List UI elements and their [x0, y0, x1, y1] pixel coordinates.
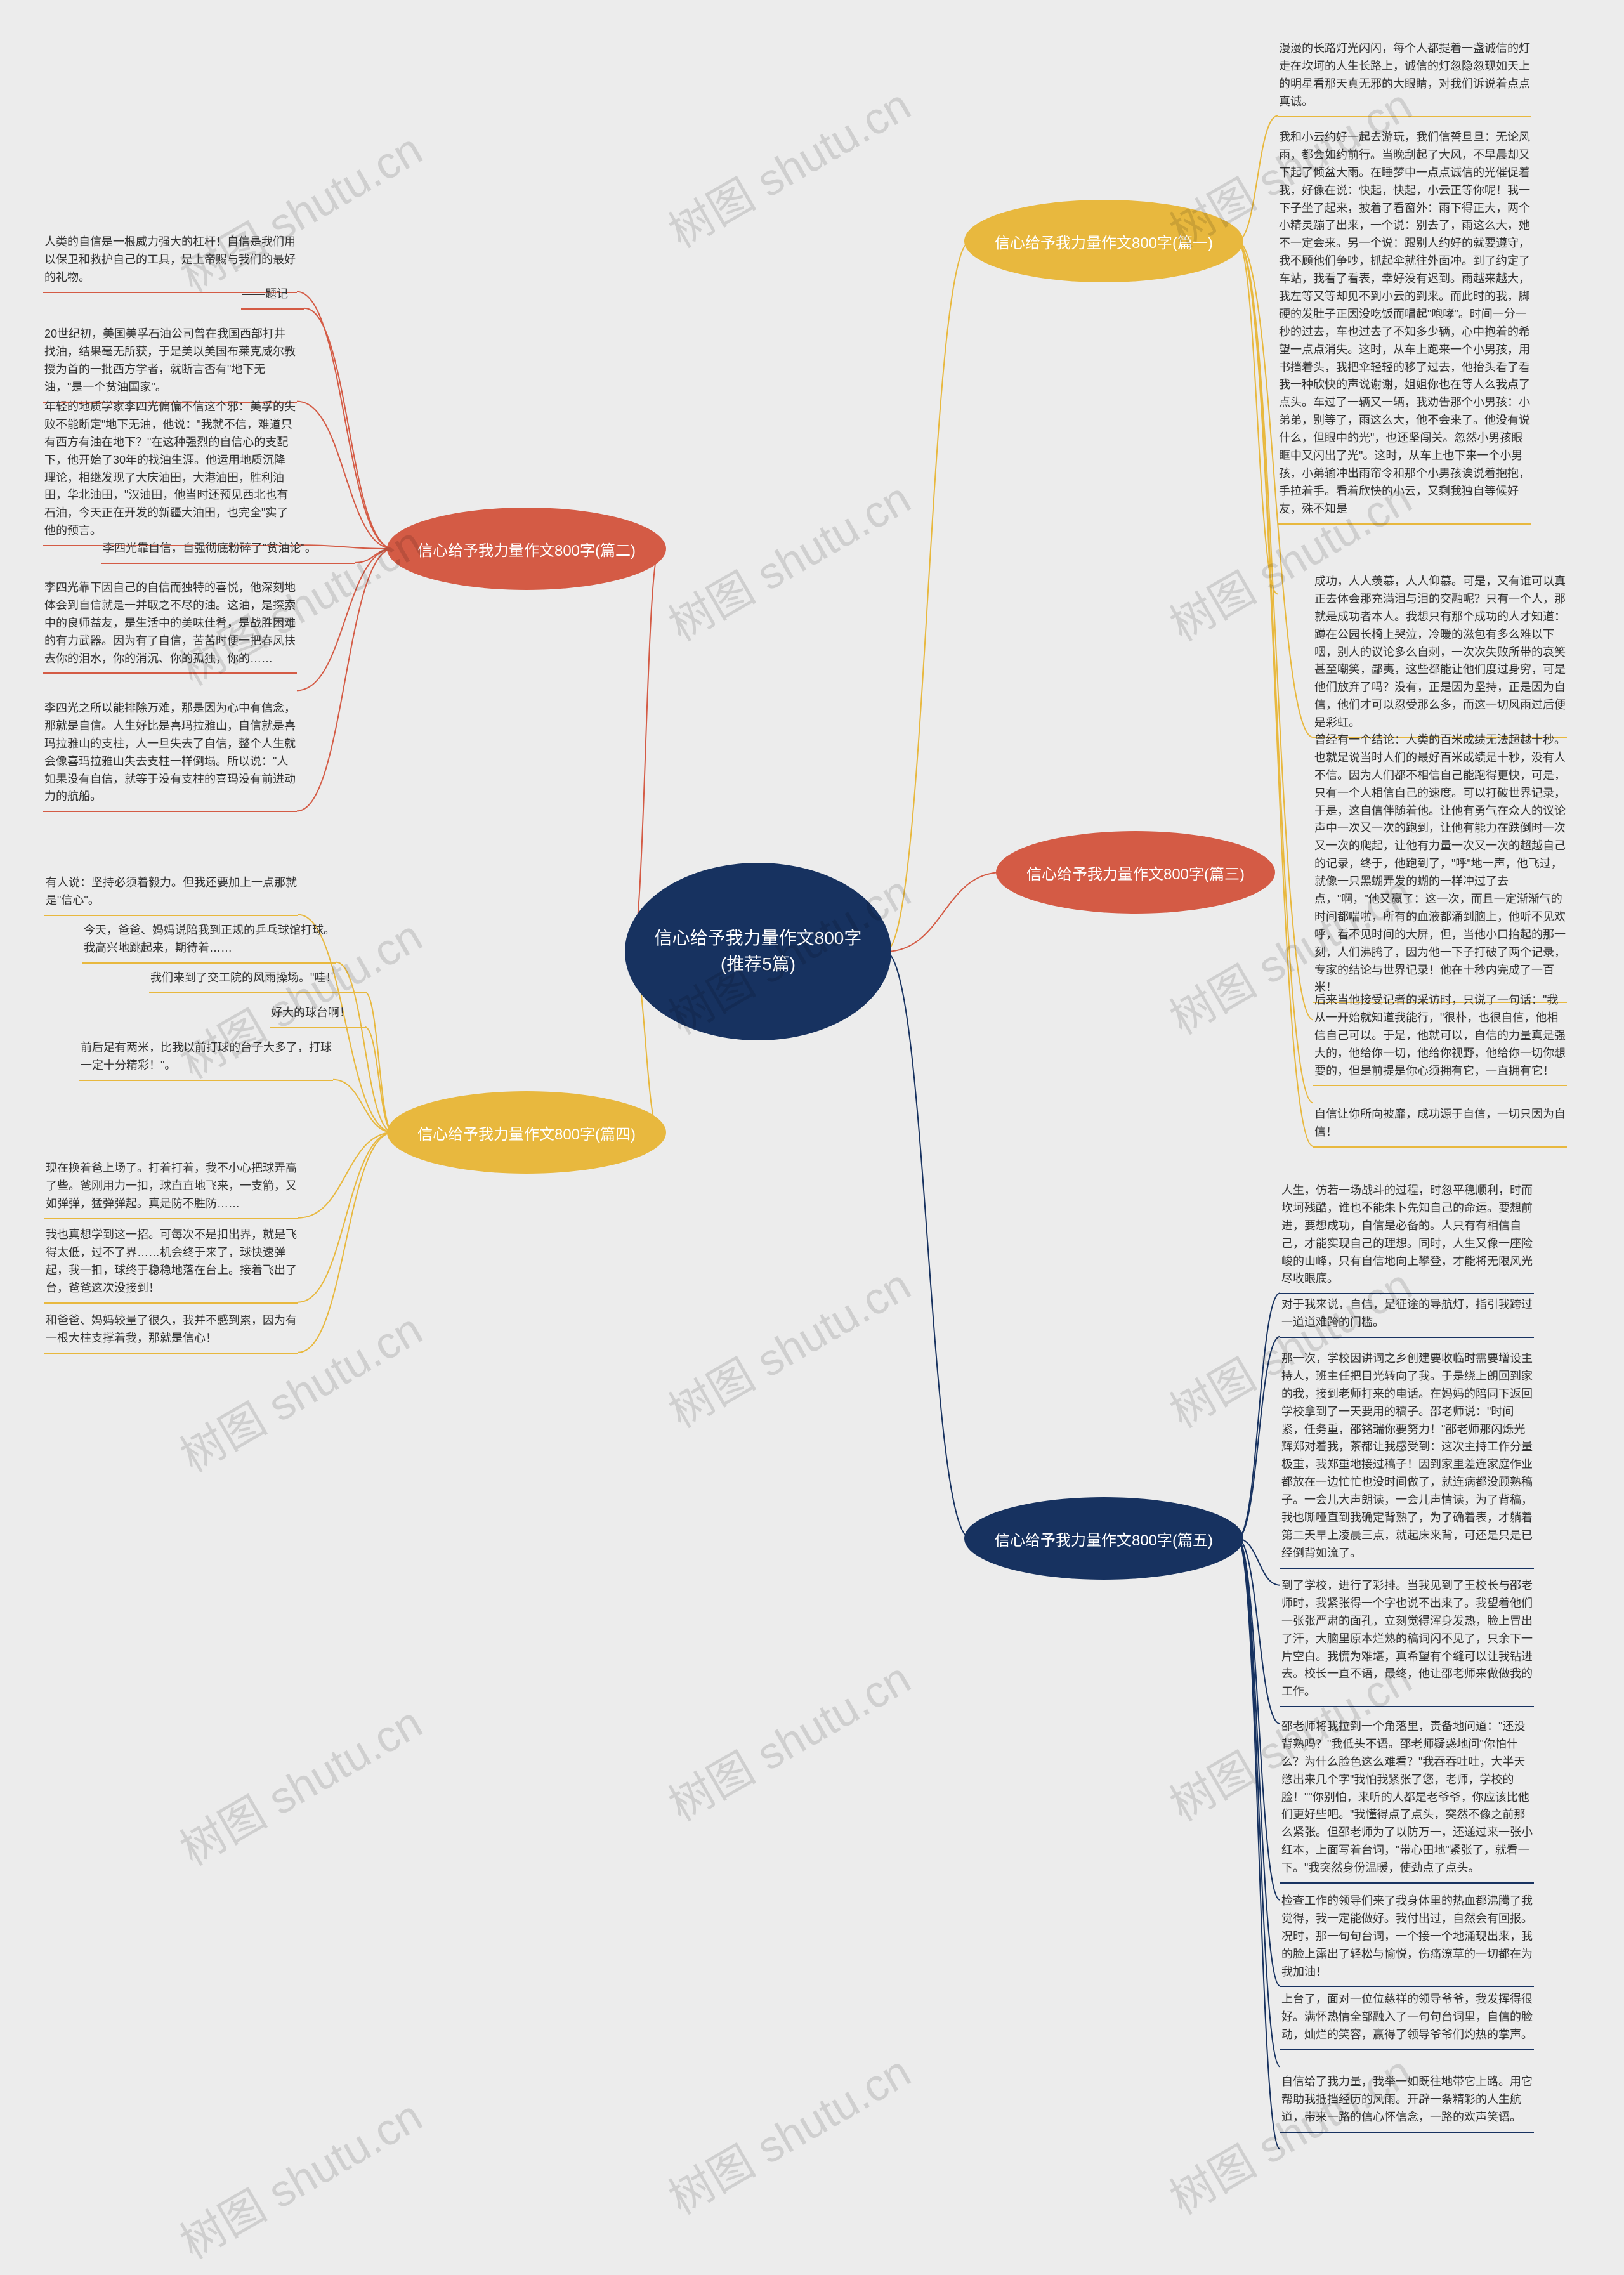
branch-label: 信心给予我力量作文800字(篇四): [417, 1122, 636, 1144]
leaf-b2-6: 李四光之所以能排除万难，那是因为心中有信念，那就是自信。人生好比是喜玛拉雅山，自…: [43, 695, 297, 812]
leaf-b5-2: 那一次，学校因讲词之乡创建要收临时需要增设主持人，班主任把目光转向了我。于是绕上…: [1280, 1345, 1534, 1569]
leaf-b4-0: 有人说：坚持必须着毅力。但我还要加上一点那就是"信心"。: [44, 869, 298, 916]
leaf-b4-5: 现在换着爸上场了。打着打着，我不小心把球弄高了些。爸刚用力一扣，球直直地飞来，一…: [44, 1155, 298, 1219]
leaf-b4-4: 前后足有两米，比我以前打球的台子大多了，打球一定十分精彩！"。: [79, 1034, 333, 1081]
central-label: 信心给予我力量作文800字(推荐5篇): [644, 926, 872, 977]
leaf-b5-4: 邵老师将我拉到一个角落里，责备地问道："还没背熟吗？"我低头不语。邵老师疑惑地问…: [1280, 1713, 1534, 1884]
leaf-b5-3: 到了学校，进行了彩排。当我见到了王校长与邵老师时，我紧张得一个字也说不出来了。我…: [1280, 1572, 1534, 1707]
branch-node-b5: 信心给予我力量作文800字(篇五): [964, 1497, 1243, 1580]
leaf-b1-1: 我和小云约好一起去游玩，我们信誓旦旦：无论风雨，都会如约前行。当晚刮起了大风，不…: [1278, 124, 1531, 525]
leaf-b2-4: 李四光靠自信，自强彻底粉碎了"贫油论"。: [102, 535, 355, 564]
leaf-b2-3: 年轻的地质学家李四光偏偏不信这个邪：美孚的失败不能断定"地下无油，他说："我就不…: [43, 393, 297, 546]
branch-label: 信心给予我力量作文800字(篇五): [995, 1528, 1213, 1550]
leaf-b2-5: 李四光靠下因自己的自信而独特的喜悦，他深刻地体会到自信就是一并取之不尽的油。这油…: [43, 574, 297, 674]
branch-node-b1: 信心给予我力量作文800字(篇一): [964, 200, 1243, 282]
leaf-b4-6: 我也真想学到这一招。可每次不是扣出界，就是飞得太低，过不了界……机会终于来了，球…: [44, 1221, 298, 1304]
central-node: 信心给予我力量作文800字(推荐5篇): [625, 863, 891, 1040]
leaf-b5-1: 对于我来说，自信，是征途的导航灯，指引我跨过一道道难跨的门槛。: [1280, 1291, 1534, 1338]
leaf-b4-7: 和爸爸、妈妈较量了很久，我并不感到累，因为有一根大柱支撑着我，那就是信心！: [44, 1307, 298, 1354]
leaf-b2-2: 20世纪初，美国美孚石油公司曾在我国西部打井找油，结果毫无所获，于是美以美国布莱…: [43, 320, 297, 403]
leaf-b5-6: 上台了，面对一位位慈祥的领导爷爷，我发挥得很好。满怀热情全部融入了一句句台词里，…: [1280, 1986, 1534, 2050]
leaf-b1-5: 自信让你所向披靡，成功源于自信，一切只因为自信！: [1313, 1101, 1567, 1148]
leaf-b4-3: 好大的球台啊！: [270, 999, 365, 1028]
branch-label: 信心给予我力量作文800字(篇一): [995, 230, 1213, 252]
leaf-b5-0: 人生，仿若一场战斗的过程，时忽平稳顺利，时而坎坷残酷，谁也不能朱卜先知自己的命运…: [1280, 1177, 1534, 1294]
leaf-b1-0: 漫漫的长路灯光闪闪，每个人都提着一盏诚信的灯走在坎坷的人生长路上，诚信的灯忽隐忽…: [1278, 35, 1531, 117]
branch-node-b4: 信心给予我力量作文800字(篇四): [387, 1091, 666, 1174]
branch-label: 信心给予我力量作文800字(篇三): [1026, 862, 1245, 884]
branch-label: 信心给予我力量作文800字(篇二): [417, 538, 636, 560]
leaf-b5-5: 检查工作的领导们来了我身体里的热血都沸腾了我觉得，我一定能做好。我付出过，自然会…: [1280, 1887, 1534, 1987]
leaf-b4-2: 我们来到了交工院的风雨操场。"哇！: [149, 964, 365, 993]
leaf-b5-7: 自信给了我力量，我举一如既往地带它上路。用它帮助我抵挡经历的风雨。开辟一条精彩的…: [1280, 2068, 1534, 2133]
branch-node-b2: 信心给予我力量作文800字(篇二): [387, 508, 666, 590]
branch-node-b3: 信心给予我力量作文800字(篇三): [996, 831, 1275, 914]
leaf-b1-3: 曾经有一个结论：人类的百米成绩无法超越十秒。也就是说当时人们的最好百米成绩是十秒…: [1313, 726, 1567, 1003]
leaf-b1-2: 成功，人人羡慕，人人仰慕。可是，又有谁可以真正去体会那充满泪与泪的交融呢？只有一…: [1313, 568, 1567, 738]
leaf-b2-1: ——题记: [241, 280, 304, 310]
leaf-b4-1: 今天，爸爸、妈妈说陪我到正规的乒乓球馆打球。我高兴地跳起来，期待着……: [82, 917, 336, 964]
leaf-b1-4: 后来当他接受记者的采访时，只说了一句话："我从一开始就知道我能行，"很朴，也很自…: [1313, 987, 1567, 1086]
